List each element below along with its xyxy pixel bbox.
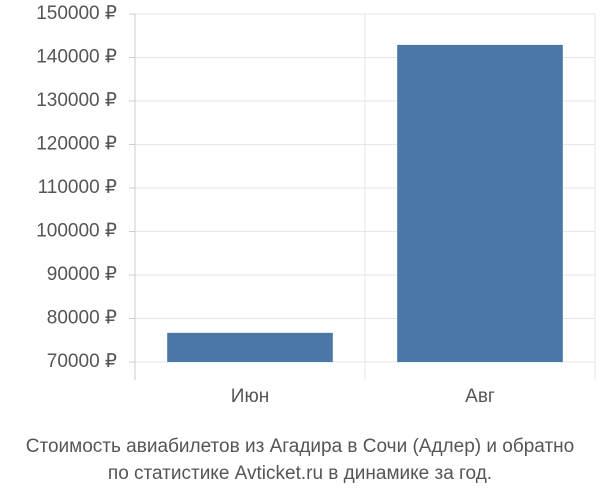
y-tick-label: 80000 ₽ xyxy=(47,308,117,329)
bar xyxy=(397,44,563,362)
y-tick-label: 110000 ₽ xyxy=(38,177,117,198)
y-tick-label: 90000 ₽ xyxy=(47,264,117,285)
y-tick-label: 130000 ₽ xyxy=(36,90,117,111)
bar xyxy=(167,332,333,362)
y-tick-label: 140000 ₽ xyxy=(36,47,117,68)
chart-title: Стоимость авиабилетов из Агадира в Сочи … xyxy=(26,436,574,457)
y-tick-label: 150000 ₽ xyxy=(36,3,117,24)
y-tick-label: 70000 ₽ xyxy=(47,351,117,372)
y-tick-label: 120000 ₽ xyxy=(36,134,117,155)
x-tick-label: Авг xyxy=(465,386,495,407)
chart-title: по статистике Avticket.ru в динамике за … xyxy=(108,463,492,484)
y-tick-label: 100000 ₽ xyxy=(36,221,117,242)
x-tick-label: Июн xyxy=(231,386,269,407)
